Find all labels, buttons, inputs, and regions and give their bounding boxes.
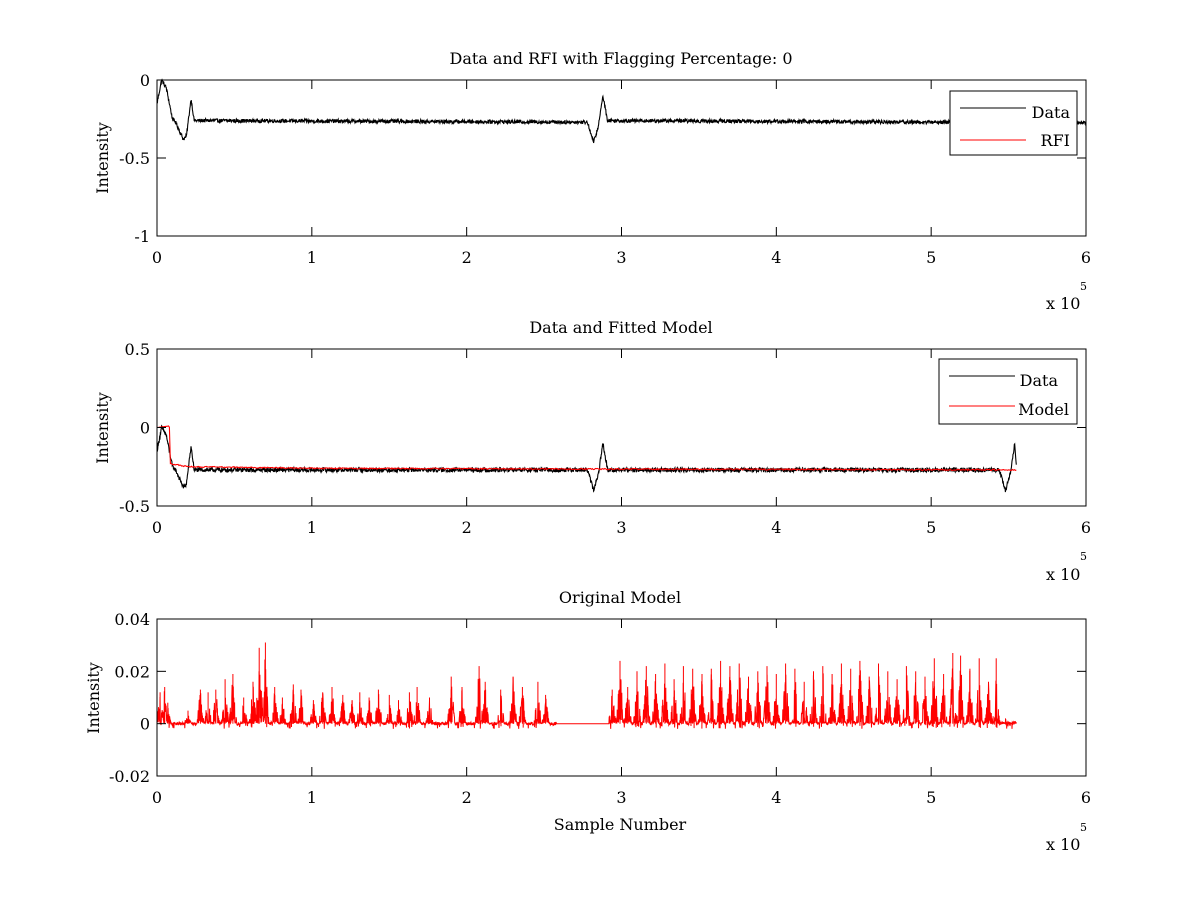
x-tick-label: 2 <box>462 518 472 537</box>
subplot-3-ticks: 0 1 2 3 4 5 60.040.020-0.02 <box>109 610 1091 807</box>
y-tick-label: 0 <box>140 715 150 734</box>
legend-label-model: Model <box>1018 400 1069 419</box>
y-tick-label: -0.5 <box>119 497 150 516</box>
x-tick-label: 0 <box>152 518 162 537</box>
x-tick-label: 6 <box>1081 248 1091 267</box>
subplot-1-ylabel: Intensity <box>93 122 112 194</box>
series-line-model <box>156 425 1017 472</box>
subplot-1-x-multiplier-exponent: 5 <box>1080 280 1087 293</box>
series-line-data <box>156 78 1087 144</box>
y-tick-label: 0 <box>140 419 150 438</box>
subplot-3-ylabel: Intensity <box>84 662 103 734</box>
subplot-3-series <box>156 642 1017 729</box>
x-tick-label: 2 <box>462 248 472 267</box>
x-tick-label: 6 <box>1081 788 1091 807</box>
legend-label-data: Data <box>1020 371 1059 390</box>
x-tick-label: 5 <box>926 518 936 537</box>
subplot-1-legend: Data RFI <box>949 90 1078 156</box>
subplot-1-x-multiplier-base: x 10 <box>1046 294 1080 313</box>
y-tick-label: 0.5 <box>125 340 150 359</box>
y-tick-label: 0.04 <box>114 610 150 629</box>
y-tick-label: -1 <box>134 227 150 246</box>
y-tick-label: -0.02 <box>109 767 150 786</box>
x-tick-label: 5 <box>926 248 936 267</box>
subplot-2-ylabel: Intensity <box>93 392 112 464</box>
x-tick-label: 1 <box>307 518 317 537</box>
x-tick-label: 4 <box>771 248 781 267</box>
subplot-1-series <box>156 78 1087 144</box>
x-tick-label: 3 <box>616 788 626 807</box>
x-tick-label: 5 <box>926 788 936 807</box>
subplot-3-title: Original Model <box>559 588 681 607</box>
subplot-original-model: Original Model Intensity 0 1 2 3 4 5 6 0.04 0.02… <box>84 588 1091 854</box>
x-tick-label: 2 <box>462 788 472 807</box>
subplot-3-x-multiplier-base: x 10 <box>1046 835 1080 854</box>
subplot-2-ticks: 0 1 2 3 4 5 60.50-0.5 <box>119 340 1091 537</box>
x-tick-label: 6 <box>1081 518 1091 537</box>
y-tick-label: -0.5 <box>119 149 150 168</box>
subplot-3-x-multiplier-exponent: 5 <box>1080 821 1087 834</box>
subplot-1-title: Data and RFI with Flagging Percentage: 0 <box>449 49 792 68</box>
subplot-3-xlabel: Sample Number <box>554 815 687 834</box>
x-tick-label: 1 <box>307 788 317 807</box>
legend-label-rfi: RFI <box>1041 131 1070 150</box>
subplot-2-series <box>156 424 1017 493</box>
subplot-data-and-fitted-model: Data and Fitted Model Intensity 0 1 2 3 4 5 6 0… <box>93 318 1091 584</box>
series-line-original-model <box>156 659 1017 729</box>
series-line-data <box>156 424 1017 493</box>
subplot-data-and-rfi: Data and RFI with Flagging Percentage: 0… <box>93 49 1091 313</box>
subplot-2-x-multiplier-exponent: 5 <box>1080 550 1087 563</box>
subplot-2-legend: Data Model <box>938 358 1078 425</box>
subplot-2-title: Data and Fitted Model <box>529 318 712 337</box>
x-tick-label: 3 <box>616 248 626 267</box>
subplot-2-x-multiplier-base: x 10 <box>1046 565 1080 584</box>
x-tick-label: 1 <box>307 248 317 267</box>
y-tick-label: 0 <box>140 71 150 90</box>
legend-box <box>949 90 1078 156</box>
legend-box <box>938 358 1078 425</box>
x-tick-label: 0 <box>152 248 162 267</box>
x-tick-label: 4 <box>771 518 781 537</box>
x-tick-label: 3 <box>616 518 626 537</box>
x-tick-label: 0 <box>152 788 162 807</box>
y-tick-label: 0.02 <box>114 662 150 681</box>
legend-label-data: Data <box>1032 103 1071 122</box>
subplot-1-ticks: 0 1 2 3 4 5 6 0 -0.5 -1 <box>119 71 1091 267</box>
x-tick-label: 4 <box>771 788 781 807</box>
